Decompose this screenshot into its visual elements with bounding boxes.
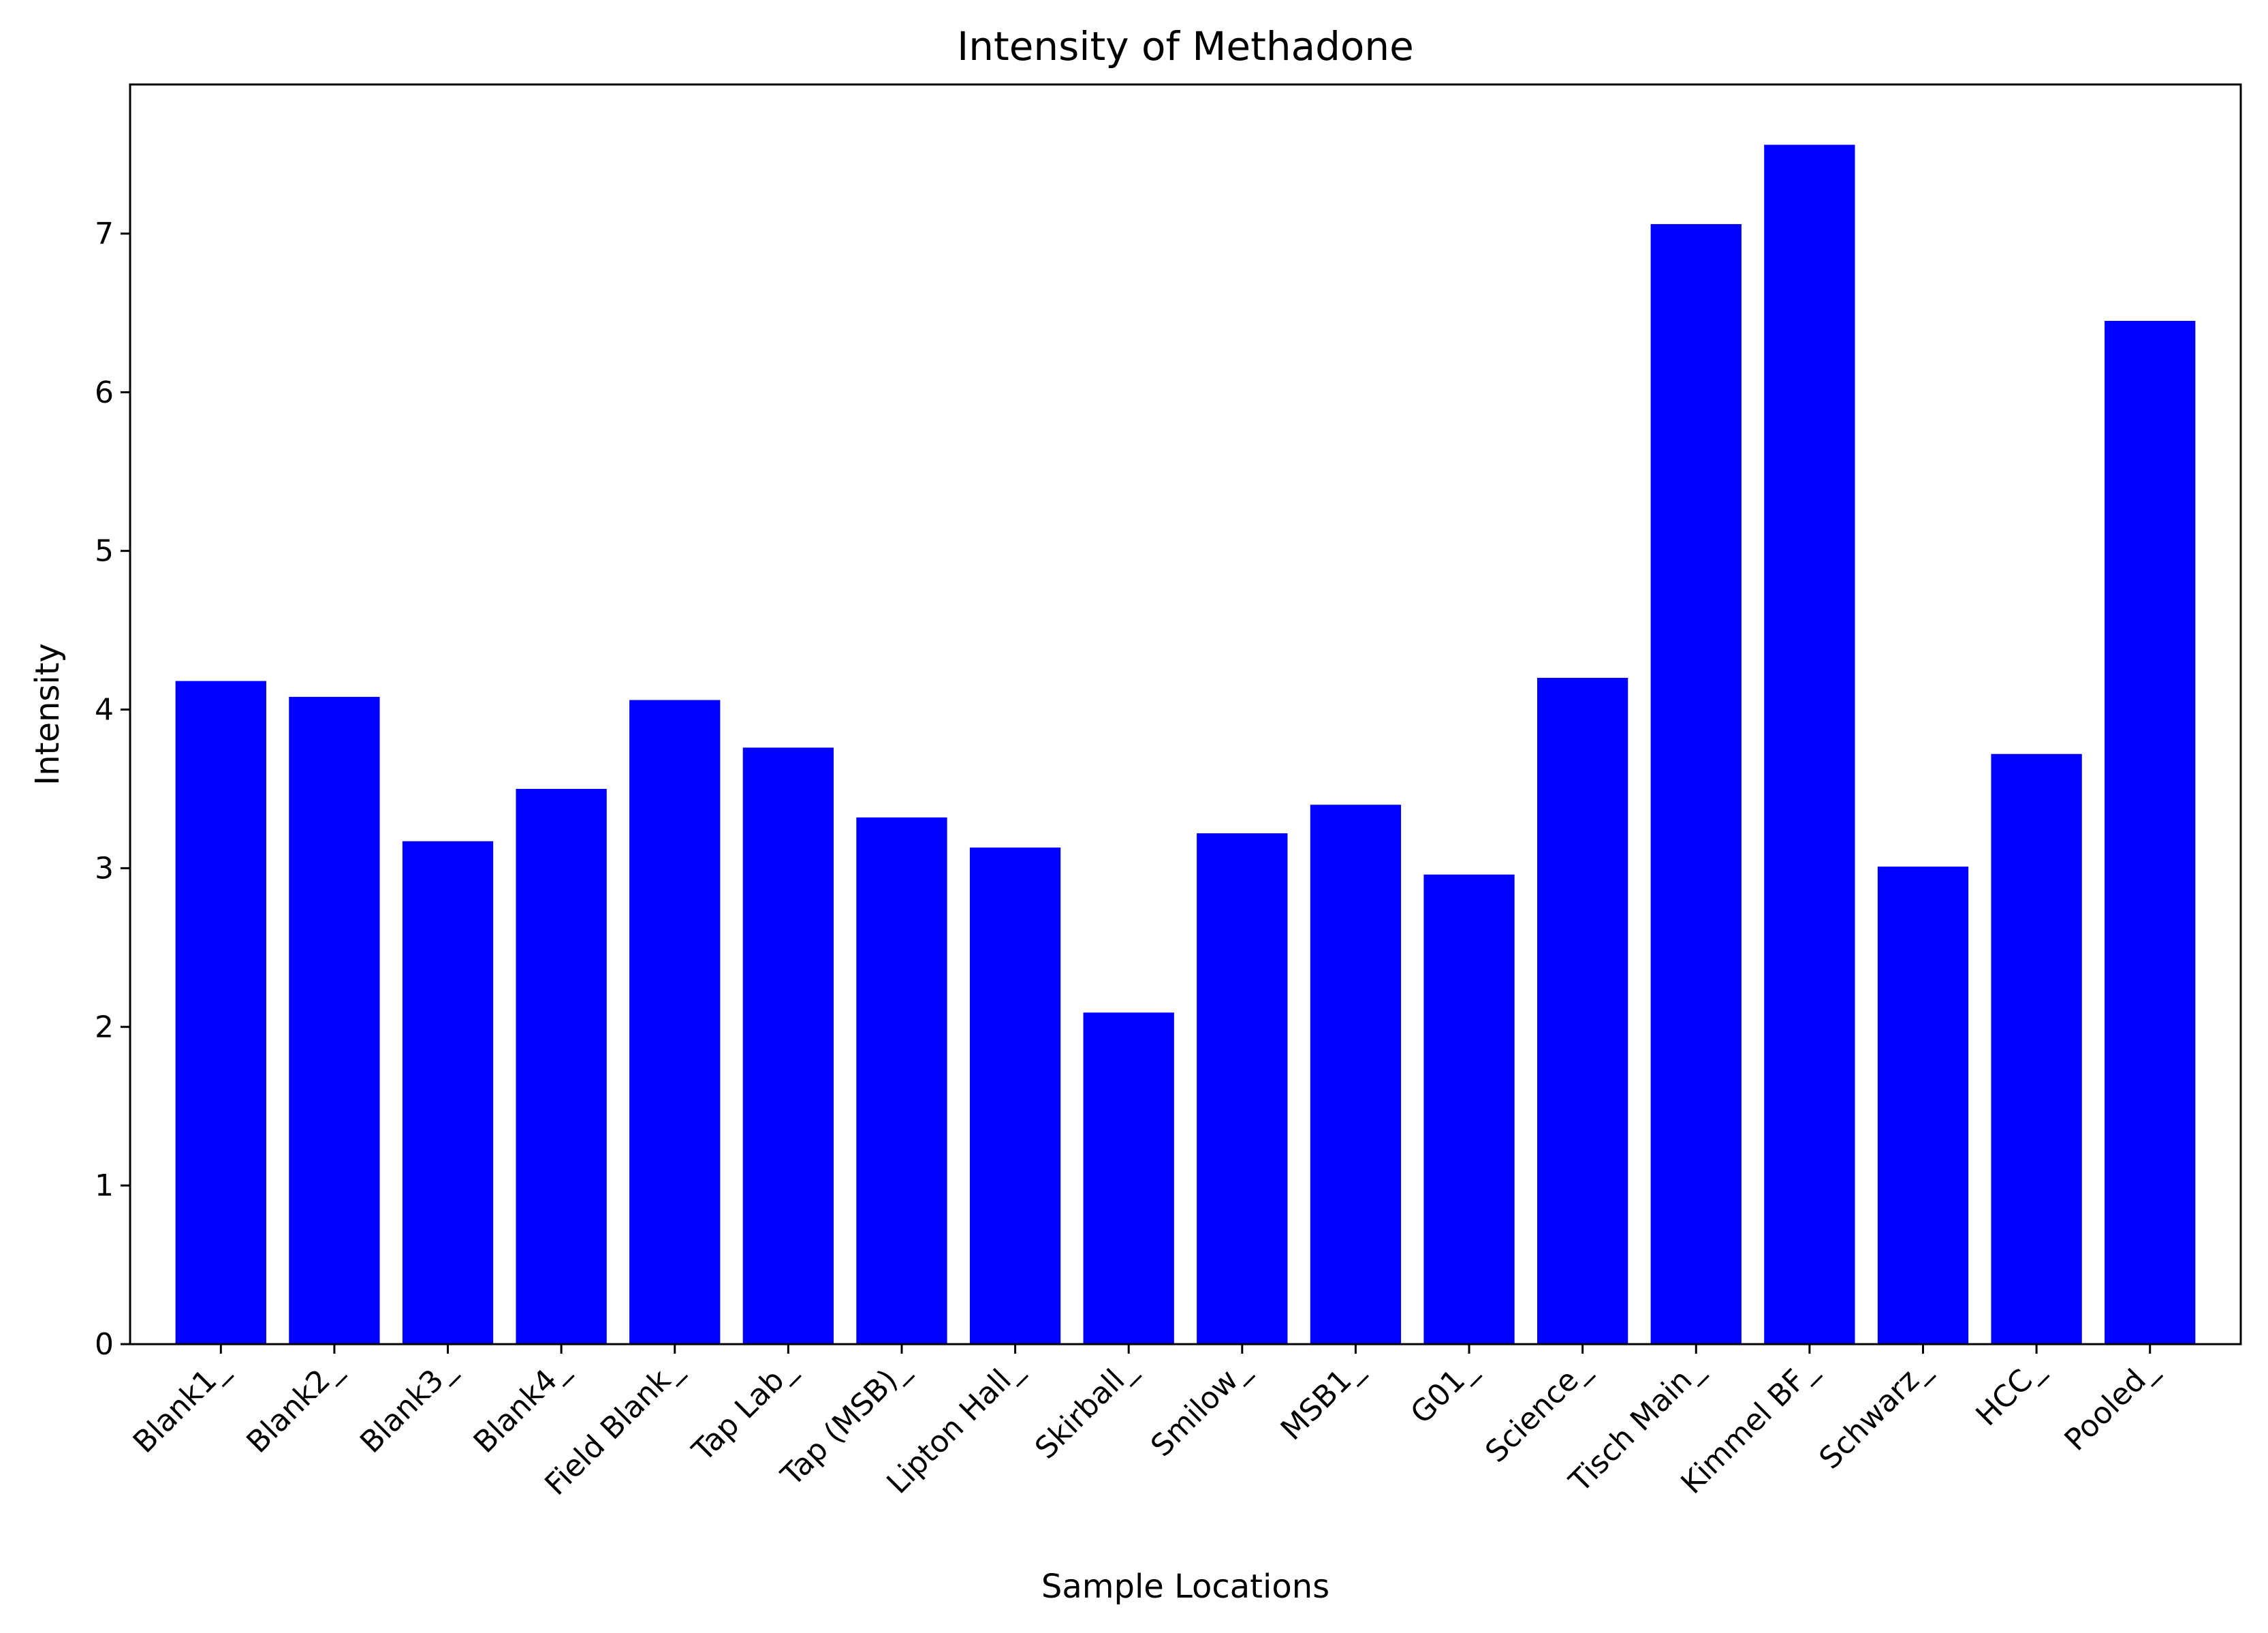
x-tick-label-10: Smilow_ xyxy=(1144,1352,1256,1463)
bars-group xyxy=(175,144,2196,1345)
x-tick-label-9: Skirball_ xyxy=(1028,1352,1143,1466)
x-tick-label-11: MSB1_ xyxy=(1274,1352,1370,1447)
x-tick-label-3: Blank3_ xyxy=(353,1352,462,1460)
bar-13 xyxy=(1537,677,1628,1344)
bar-18 xyxy=(2105,320,2196,1345)
bar-8 xyxy=(969,847,1061,1344)
bar-5 xyxy=(629,700,721,1344)
x-tick-label-4: Blank4_ xyxy=(467,1352,576,1460)
y-tick-label-4: 4 xyxy=(95,693,114,728)
x-axis: Blank1_ Blank2_ Blank3_ Blank4_Field Blank_… xyxy=(127,1344,2164,1502)
bar-16 xyxy=(1877,867,1969,1344)
x-axis-title: Sample Locations xyxy=(1041,1568,1329,1606)
y-tick-label-0: 0 xyxy=(95,1327,114,1362)
y-tick-label-5: 5 xyxy=(95,534,114,569)
bar-4 xyxy=(516,788,607,1344)
bar-14 xyxy=(1650,223,1742,1344)
x-tick-label-16: Schwarz_ xyxy=(1812,1352,1937,1476)
x-tick-label-2: Blank2_ xyxy=(240,1352,348,1460)
bar-7 xyxy=(856,817,947,1344)
y-tick-label-2: 2 xyxy=(95,1010,114,1044)
x-tick-label-17: HCC_ xyxy=(1969,1352,2050,1433)
x-tick-label-1: Blank1_ xyxy=(127,1352,235,1460)
bar-3 xyxy=(402,841,494,1344)
bar-1 xyxy=(175,681,266,1344)
bar-10 xyxy=(1197,833,1288,1344)
bar-11 xyxy=(1310,805,1402,1344)
y-axis-title: Intensity xyxy=(29,643,67,786)
y-axis: 0 1 2 3 4 5 6 7 xyxy=(95,217,130,1362)
bar-15 xyxy=(1764,144,1855,1344)
bar-2 xyxy=(289,696,380,1344)
bar-17 xyxy=(1991,753,2082,1344)
bar-6 xyxy=(742,747,834,1344)
y-tick-label-1: 1 xyxy=(95,1168,114,1203)
x-tick-label-6: Tap Lab_ xyxy=(685,1352,802,1469)
bar-9 xyxy=(1083,1012,1174,1344)
chart-title: Intensity of Methadone xyxy=(957,23,1414,69)
y-tick-label-3: 3 xyxy=(95,851,114,886)
x-tick-label-13: Science_ xyxy=(1479,1352,1596,1469)
y-tick-label-7: 7 xyxy=(95,217,114,251)
bar-12 xyxy=(1423,874,1515,1344)
x-tick-label-12: G01_ xyxy=(1404,1352,1483,1431)
y-tick-label-6: 6 xyxy=(95,375,114,410)
x-tick-label-18: Pooled_ xyxy=(2058,1352,2164,1458)
plot-frame xyxy=(129,83,2242,1346)
